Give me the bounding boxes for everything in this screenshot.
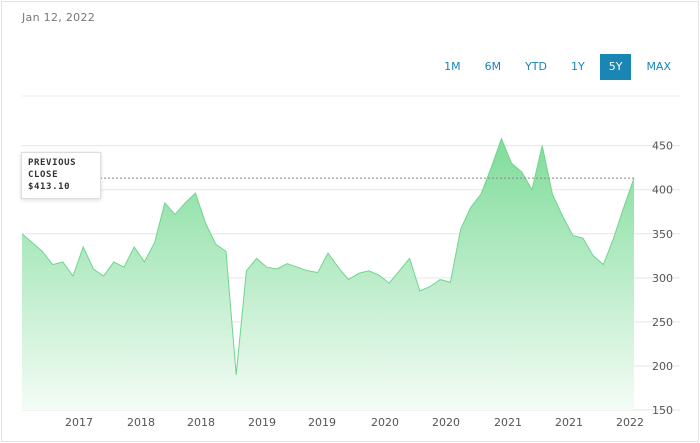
y-tick-label: 300: [652, 272, 673, 285]
x-tick-label: 2019: [248, 416, 276, 429]
x-tick-label: 2018: [187, 416, 215, 429]
x-tick-label: 2020: [371, 416, 399, 429]
x-tick-label: 2019: [308, 416, 336, 429]
range-selector: 1M 6M YTD 1Y 5Y MAX: [429, 54, 680, 80]
callout-label-line1: PREVIOUS: [28, 158, 77, 168]
y-tick-label: 150: [652, 404, 673, 417]
y-tick-label: 200: [652, 360, 673, 373]
x-tick-label: 2018: [127, 416, 155, 429]
range-button-6m[interactable]: 6M: [484, 60, 502, 73]
x-tick-label: 2021: [494, 416, 522, 429]
callout-label-line2: CLOSE: [28, 170, 59, 180]
previous-close-callout: PREVIOUS CLOSE $413.10: [21, 152, 101, 199]
x-tick-label: 2022: [616, 416, 644, 429]
date-label: Jan 12, 2022: [22, 11, 96, 24]
range-button-max[interactable]: MAX: [646, 60, 671, 73]
price-line: [21, 137, 635, 375]
callout-value: $413.10: [28, 182, 71, 192]
y-tick-label: 250: [652, 316, 673, 329]
x-tick-label: 2020: [432, 416, 460, 429]
y-tick-label: 350: [652, 228, 673, 241]
y-axis-ticks: 150 200 250 300 350 400 450: [652, 140, 673, 417]
x-axis-ticks: 2017 2018 2018 2019 2019 2020 2020 2021 2021 2022: [65, 416, 644, 429]
range-button-5y[interactable]: 5Y: [599, 54, 632, 80]
range-button-ytd[interactable]: YTD: [525, 60, 547, 73]
price-area: [22, 138, 634, 410]
y-tick-label: 400: [652, 184, 673, 197]
range-button-1y[interactable]: 1Y: [571, 60, 585, 73]
range-button-1m[interactable]: 1M: [444, 60, 461, 73]
x-tick-label: 2021: [555, 416, 583, 429]
x-tick-label: 2017: [65, 416, 93, 429]
y-tick-label: 450: [652, 140, 673, 153]
